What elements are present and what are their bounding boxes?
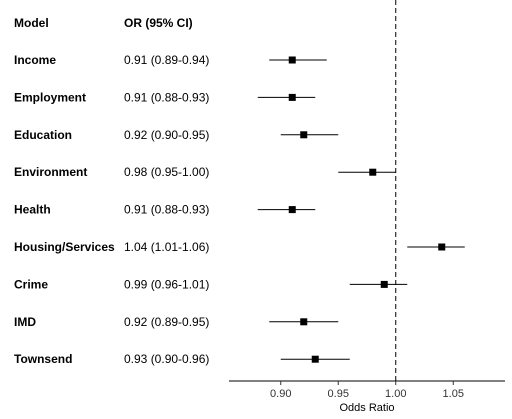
model-column-header: Model bbox=[14, 16, 49, 30]
point-estimate bbox=[438, 243, 446, 251]
model-label: Housing/Services bbox=[14, 240, 115, 254]
forest-row: Health 0.91 (0.88-0.93) bbox=[14, 203, 316, 217]
x-tick-label: 1.05 bbox=[443, 388, 464, 400]
or-ci-label: 0.92 (0.90-0.95) bbox=[124, 128, 209, 142]
or-ci-label: 0.92 (0.89-0.95) bbox=[124, 315, 209, 329]
x-axis-title: Odds Ratio bbox=[339, 402, 394, 414]
model-label: IMD bbox=[14, 315, 36, 329]
point-estimate bbox=[380, 280, 388, 288]
or-ci-label: 0.98 (0.95-1.00) bbox=[124, 165, 209, 179]
x-tick-label: 0.95 bbox=[328, 388, 349, 400]
point-estimate bbox=[311, 355, 319, 363]
or-ci-label: 0.99 (0.96-1.01) bbox=[124, 277, 209, 291]
forest-row: Crime 0.99 (0.96-1.01) bbox=[14, 277, 408, 291]
forest-row: Townsend 0.93 (0.90-0.96) bbox=[14, 352, 350, 366]
point-estimate bbox=[369, 168, 377, 176]
model-label: Environment bbox=[14, 165, 87, 179]
model-label: Health bbox=[14, 203, 51, 217]
or-ci-label: 1.04 (1.01-1.06) bbox=[124, 240, 209, 254]
or-column-header: OR (95% CI) bbox=[124, 16, 193, 30]
x-tick-label: 1.00 bbox=[385, 388, 406, 400]
model-label: Crime bbox=[14, 277, 48, 291]
model-label: Income bbox=[14, 53, 56, 67]
point-estimate bbox=[300, 131, 308, 139]
forest-row: Income 0.91 (0.89-0.94) bbox=[14, 53, 327, 67]
or-ci-label: 0.91 (0.89-0.94) bbox=[124, 53, 209, 67]
point-estimate bbox=[288, 93, 296, 101]
or-ci-label: 0.91 (0.88-0.93) bbox=[124, 203, 209, 217]
forest-row: Employment 0.91 (0.88-0.93) bbox=[14, 90, 316, 104]
point-estimate bbox=[288, 206, 296, 214]
x-tick-label: 0.90 bbox=[270, 388, 291, 400]
forest-row: Housing/Services 1.04 (1.01-1.06) bbox=[14, 240, 465, 254]
model-label: Townsend bbox=[14, 352, 72, 366]
forest-row: Environment 0.98 (0.95-1.00) bbox=[14, 165, 396, 179]
or-ci-label: 0.91 (0.88-0.93) bbox=[124, 90, 209, 104]
x-axis: 0.90 0.95 1.00 1.05 bbox=[229, 380, 505, 400]
forest-row: Education 0.92 (0.90-0.95) bbox=[14, 128, 339, 142]
forest-row: IMD 0.92 (0.89-0.95) bbox=[14, 315, 339, 329]
model-label: Employment bbox=[14, 90, 86, 104]
model-label: Education bbox=[14, 128, 72, 142]
forest-rows: Income 0.91 (0.89-0.94) Employment 0.91 (0.… bbox=[14, 53, 465, 366]
point-estimate bbox=[288, 56, 296, 64]
point-estimate bbox=[300, 318, 308, 326]
or-ci-label: 0.93 (0.90-0.96) bbox=[124, 352, 209, 366]
